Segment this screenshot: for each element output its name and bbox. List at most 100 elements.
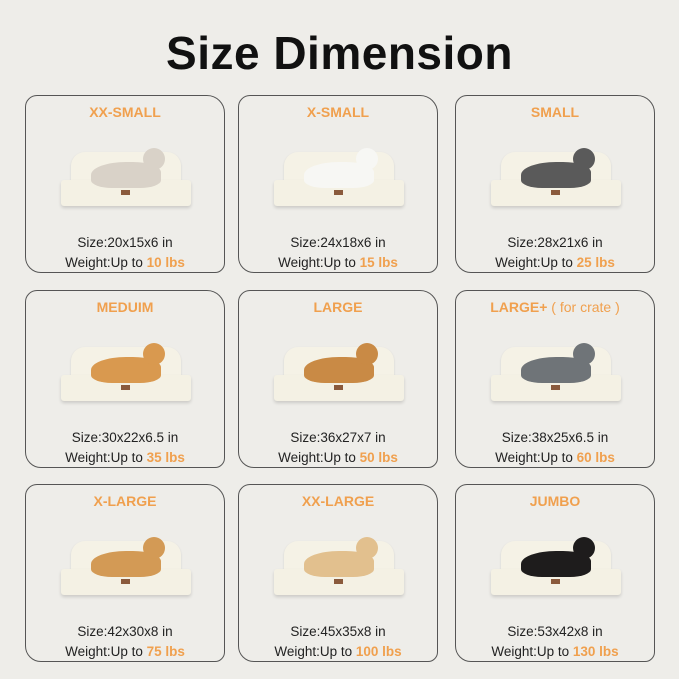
- size-info: Size:24x18x6 in Weight:Up to 15 lbs: [239, 233, 437, 273]
- weight-prefix: Weight:Up to: [65, 644, 147, 659]
- weight-prefix: Weight:Up to: [65, 255, 147, 270]
- size-dimensions: Size:28x21x6 in: [456, 233, 654, 253]
- pet-head: [573, 343, 595, 365]
- bed-tag: [121, 190, 130, 195]
- size-card: LARGE Size:36x27x7 in Weight:Up to 50 lb…: [238, 290, 438, 468]
- weight-value: 15 lbs: [359, 255, 398, 270]
- size-value: 38x25x6.5 in: [531, 430, 609, 445]
- bed-tag: [121, 579, 130, 584]
- size-name: X-LARGE: [26, 493, 224, 509]
- size-name: XX-SMALL: [26, 104, 224, 120]
- size-card: X-LARGE Size:42x30x8 in Weight:Up to 75 …: [25, 484, 225, 662]
- size-name: X-SMALL: [239, 104, 437, 120]
- size-value: 20x15x6 in: [107, 235, 173, 250]
- size-info: Size:42x30x8 in Weight:Up to 75 lbs: [26, 622, 224, 662]
- size-prefix: Size:: [290, 235, 321, 250]
- size-label: SMALL: [530, 104, 580, 120]
- size-label: JUMBO: [529, 493, 581, 509]
- size-prefix: Size:: [507, 624, 538, 639]
- pet-image: [304, 537, 378, 577]
- pet-head: [143, 537, 165, 559]
- size-card: SMALL Size:28x21x6 in Weight:Up to 25 lb…: [455, 95, 655, 273]
- size-label: MEDUIM: [96, 299, 154, 315]
- size-value: 53x42x8 in: [537, 624, 603, 639]
- weight-value: 100 lbs: [355, 644, 402, 659]
- size-name: LARGE: [239, 299, 437, 315]
- weight-limit: Weight:Up to 75 lbs: [26, 642, 224, 662]
- size-info: Size:30x22x6.5 in Weight:Up to 35 lbs: [26, 428, 224, 468]
- size-info: Size:28x21x6 in Weight:Up to 25 lbs: [456, 233, 654, 273]
- size-info: Size:45x35x8 in Weight:Up to 100 lbs: [239, 622, 437, 662]
- weight-prefix: Weight:Up to: [491, 644, 573, 659]
- page-title: Size Dimension: [166, 27, 513, 79]
- bed-image: [274, 535, 404, 603]
- size-value: 24x18x6 in: [320, 235, 386, 250]
- weight-prefix: Weight:Up to: [278, 255, 360, 270]
- pet-head: [143, 148, 165, 170]
- weight-prefix: Weight:Up to: [495, 255, 577, 270]
- size-prefix: Size:: [501, 430, 532, 445]
- weight-value: 35 lbs: [146, 450, 185, 465]
- bed-tag: [551, 579, 560, 584]
- bed-image: [61, 535, 191, 603]
- bed-tag: [334, 385, 343, 390]
- weight-value: 25 lbs: [576, 255, 615, 270]
- bed-tag: [334, 190, 343, 195]
- pet-image: [304, 343, 378, 383]
- pet-head: [356, 537, 378, 559]
- size-dimensions: Size:42x30x8 in: [26, 622, 224, 642]
- size-name: LARGE+ ( for crate ): [456, 299, 654, 315]
- size-dimensions: Size:30x22x6.5 in: [26, 428, 224, 448]
- weight-prefix: Weight:Up to: [274, 644, 356, 659]
- bed-image: [491, 341, 621, 409]
- size-label: XX-LARGE: [301, 493, 375, 509]
- weight-limit: Weight:Up to 10 lbs: [26, 253, 224, 273]
- size-name: JUMBO: [456, 493, 654, 509]
- size-card: XX-SMALL Size:20x15x6 in Weight:Up to 10…: [25, 95, 225, 273]
- weight-limit: Weight:Up to 15 lbs: [239, 253, 437, 273]
- size-info: Size:53x42x8 in Weight:Up to 130 lbs: [456, 622, 654, 662]
- size-card: LARGE+ ( for crate ) Size:38x25x6.5 in W…: [455, 290, 655, 468]
- size-prefix: Size:: [77, 624, 108, 639]
- size-label: LARGE+: [490, 299, 548, 315]
- pet-head: [356, 343, 378, 365]
- size-card: JUMBO Size:53x42x8 in Weight:Up to 130 l…: [455, 484, 655, 662]
- weight-value: 130 lbs: [572, 644, 619, 659]
- pet-image: [521, 537, 595, 577]
- bed-image: [61, 146, 191, 214]
- size-label: X-LARGE: [93, 493, 157, 509]
- size-name: SMALL: [456, 104, 654, 120]
- bed-image: [274, 341, 404, 409]
- pet-image: [91, 148, 165, 188]
- size-prefix: Size:: [507, 235, 538, 250]
- size-name: XX-LARGE: [239, 493, 437, 509]
- weight-value: 10 lbs: [146, 255, 185, 270]
- size-value: 45x35x8 in: [320, 624, 386, 639]
- size-dimensions: Size:36x27x7 in: [239, 428, 437, 448]
- pet-head: [143, 343, 165, 365]
- size-card: XX-LARGE Size:45x35x8 in Weight:Up to 10…: [238, 484, 438, 662]
- size-info: Size:38x25x6.5 in Weight:Up to 60 lbs: [456, 428, 654, 468]
- bed-image: [491, 146, 621, 214]
- size-dimensions: Size:20x15x6 in: [26, 233, 224, 253]
- size-dimensions: Size:53x42x8 in: [456, 622, 654, 642]
- size-label: X-SMALL: [306, 104, 370, 120]
- weight-limit: Weight:Up to 35 lbs: [26, 448, 224, 468]
- weight-prefix: Weight:Up to: [495, 450, 577, 465]
- pet-head: [573, 148, 595, 170]
- bed-image: [274, 146, 404, 214]
- size-dimensions: Size:38x25x6.5 in: [456, 428, 654, 448]
- weight-prefix: Weight:Up to: [278, 450, 360, 465]
- weight-limit: Weight:Up to 130 lbs: [456, 642, 654, 662]
- weight-value: 50 lbs: [359, 450, 398, 465]
- bed-image: [61, 341, 191, 409]
- weight-value: 60 lbs: [576, 450, 615, 465]
- weight-limit: Weight:Up to 60 lbs: [456, 448, 654, 468]
- pet-image: [521, 148, 595, 188]
- weight-value: 75 lbs: [146, 644, 185, 659]
- size-info: Size:20x15x6 in Weight:Up to 10 lbs: [26, 233, 224, 273]
- weight-limit: Weight:Up to 50 lbs: [239, 448, 437, 468]
- bed-tag: [121, 385, 130, 390]
- size-label: XX-SMALL: [89, 104, 161, 120]
- size-value: 36x27x7 in: [320, 430, 386, 445]
